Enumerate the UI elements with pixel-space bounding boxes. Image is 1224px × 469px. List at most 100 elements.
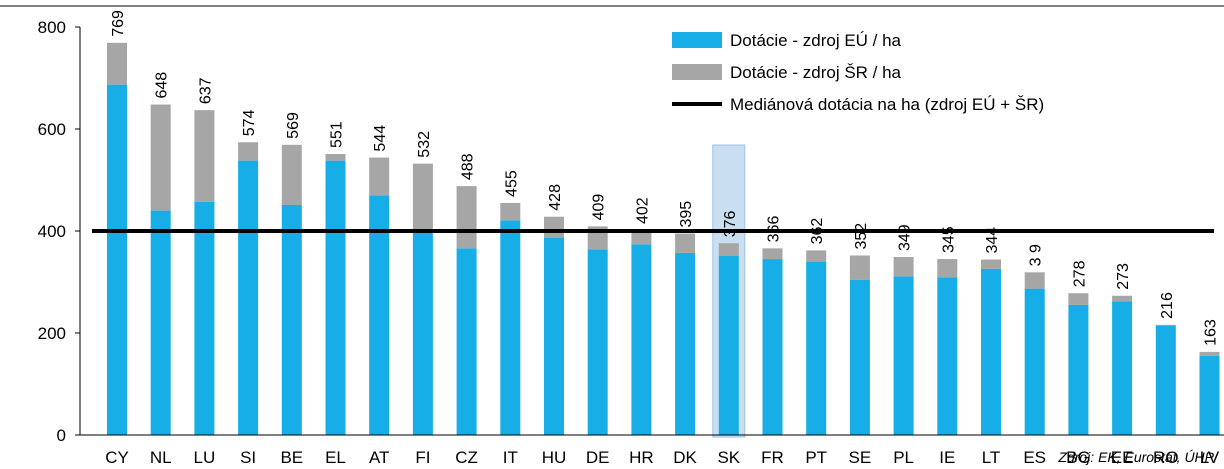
bar-segment — [893, 276, 914, 435]
total-label: 544 — [372, 125, 389, 152]
x-tick-label: AT — [369, 448, 389, 467]
legend-swatch — [672, 32, 722, 48]
bar-segment — [107, 42, 127, 85]
bar-segment — [325, 160, 346, 435]
bar-segment — [587, 249, 608, 435]
total-label: 409 — [591, 194, 608, 221]
x-tick-label: EL — [325, 448, 346, 467]
bar-segment — [806, 261, 827, 435]
x-tick-label: DK — [673, 448, 697, 467]
x-tick-label: CY — [105, 448, 129, 467]
bar-segment — [544, 237, 564, 435]
bar-segment — [369, 195, 390, 435]
x-tick-label: ES — [1023, 448, 1046, 467]
x-tick-label: DE — [586, 448, 610, 467]
x-tick-label: BE — [280, 448, 303, 467]
x-tick-label: PL — [893, 448, 914, 467]
bar-segment — [718, 243, 739, 256]
legend-label: Dotácie - zdroj ŠR / ha — [730, 63, 902, 82]
bar-segment — [893, 257, 914, 277]
total-label: 3 9 — [1028, 244, 1045, 266]
bar-segment — [1199, 351, 1220, 356]
total-label: 163 — [1203, 319, 1220, 346]
total-label: 637 — [197, 77, 214, 104]
total-label: 532 — [416, 131, 433, 158]
bar-segment — [937, 277, 958, 435]
x-tick-label: FI — [415, 448, 430, 467]
bar-segment — [981, 259, 1001, 269]
legend-label: Mediánová dotácia na ha (zdroj EÚ + ŠR) — [730, 95, 1044, 114]
bar-segment — [1155, 324, 1176, 326]
total-label: 366 — [766, 216, 783, 243]
x-tick-label: HR — [629, 448, 654, 467]
bar-segment — [281, 144, 302, 205]
x-tick-label: HU — [542, 448, 567, 467]
total-label: 455 — [503, 170, 520, 197]
bar-segment — [456, 186, 477, 249]
bar-segment — [150, 104, 171, 211]
total-label: 402 — [634, 197, 651, 224]
total-label: 488 — [460, 153, 477, 180]
y-tick-label: 600 — [38, 120, 66, 139]
x-tick-label: EE — [1111, 448, 1134, 467]
total-label: 349 — [897, 224, 914, 251]
bar-segment — [981, 268, 1001, 435]
bar-segment — [1068, 304, 1089, 435]
bar-segment — [150, 210, 171, 435]
x-tick-label: LV — [1200, 448, 1220, 467]
legend-swatch — [672, 64, 722, 80]
bar-segment — [849, 255, 870, 280]
total-label: 376 — [722, 210, 739, 237]
bar-segment — [849, 279, 870, 435]
bar-segment — [1155, 325, 1176, 435]
y-tick-label: 200 — [38, 324, 66, 343]
y-tick-label: 0 — [57, 426, 66, 445]
bar-segment — [194, 201, 215, 435]
source: Zdroj: EK, Eurostat, ÚHP — [1057, 449, 1214, 465]
bar-segment — [544, 216, 564, 238]
bar-segment — [762, 248, 783, 260]
bar-segment — [412, 232, 433, 435]
bar-segment — [806, 250, 827, 262]
total-label: 344 — [984, 227, 1001, 254]
bar-segment — [937, 259, 958, 278]
bar-segment — [500, 202, 521, 221]
x-tick-label: LU — [194, 448, 216, 467]
x-tick-label: LT — [982, 448, 1001, 467]
total-label: 278 — [1071, 260, 1088, 287]
total-label: 574 — [241, 109, 258, 136]
bar-segment — [500, 220, 521, 435]
total-label: 769 — [110, 10, 127, 37]
bar-segment — [762, 259, 783, 435]
bar-segment — [718, 255, 739, 435]
x-tick-label: IE — [939, 448, 955, 467]
legend-label: Dotácie - zdroj EÚ / ha — [730, 31, 902, 50]
bar-segment — [631, 229, 652, 245]
x-tick-label: PT — [805, 448, 827, 467]
total-label: 551 — [329, 121, 346, 148]
total-label: 428 — [547, 184, 564, 211]
x-tick-label: CZ — [455, 448, 478, 467]
total-label: 569 — [285, 112, 302, 139]
x-tick-label: IT — [503, 448, 518, 467]
total-label: 352 — [853, 223, 870, 250]
bar-segment — [412, 163, 433, 233]
bar-segment — [325, 153, 346, 161]
bar-segment — [675, 233, 696, 253]
x-tick-label: SE — [849, 448, 872, 467]
x-tick-label: FR — [761, 448, 784, 467]
bar-segment — [631, 244, 652, 435]
bar-segment — [238, 142, 259, 161]
bar-segment — [281, 204, 302, 435]
x-tick-label: SK — [717, 448, 740, 467]
total-label: 648 — [154, 72, 171, 99]
y-tick-label: 400 — [38, 222, 66, 241]
bar-segment — [675, 252, 696, 435]
bar-segment — [1112, 295, 1133, 302]
x-tick-label: RO — [1153, 448, 1179, 467]
bar-segment — [1024, 288, 1045, 435]
bar-segment — [1112, 301, 1133, 435]
x-tick-label: NL — [150, 448, 172, 467]
y-tick-label: 800 — [38, 18, 66, 37]
